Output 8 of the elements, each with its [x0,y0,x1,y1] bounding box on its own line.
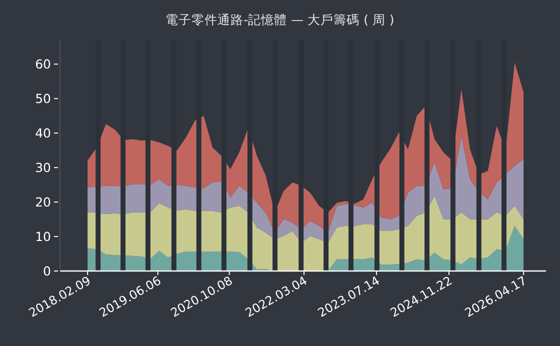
y-tick-label: 10 [35,229,52,244]
y-tick-label: 60 [35,56,52,72]
y-tick-label: 40 [35,126,52,141]
y-tick-label: 20 [35,194,52,210]
y-tick-label: 50 [35,91,52,106]
y-tick-label: 0 [43,264,52,278]
chart-title: 電子零件通路-記憶體 — 大戶籌碼 ( 周 ) [166,12,394,27]
y-tick-label: 30 [35,160,52,176]
